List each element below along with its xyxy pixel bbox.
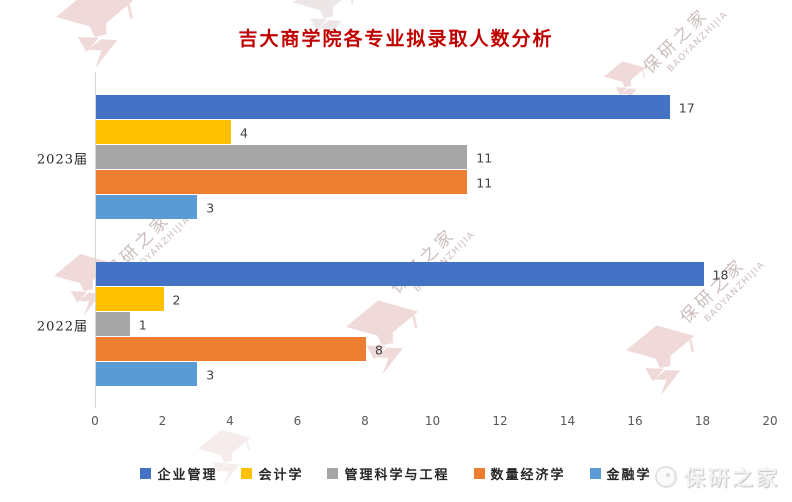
legend-label: 管理科学与工程	[344, 468, 450, 483]
bar	[96, 195, 198, 219]
bar	[96, 95, 670, 119]
data-label: 3	[206, 367, 215, 382]
data-label: 11	[476, 175, 493, 190]
x-tick-label: 8	[361, 414, 369, 428]
bar	[96, 145, 468, 169]
category-label: 2022届	[36, 319, 88, 334]
legend-swatch	[473, 468, 485, 479]
legend-item: 企业管理	[140, 464, 217, 483]
legend-swatch	[589, 468, 601, 479]
plot-area: 17 4 11 11 3 18 2 1 8 3	[95, 72, 770, 408]
legend-item: 金融学	[589, 464, 652, 483]
legend-label: 金融学	[606, 468, 652, 483]
legend: 企业管理 会计学 管理科学与工程 数量经济学 金融学	[0, 464, 792, 483]
data-label: 17	[678, 100, 695, 115]
data-label: 18	[712, 267, 729, 282]
bar	[96, 362, 198, 386]
y-axis-line	[95, 72, 96, 408]
brand-text: 保研之家	[684, 465, 780, 490]
bar	[96, 287, 164, 311]
x-tick-label: 4	[226, 414, 234, 428]
data-label: 3	[206, 200, 215, 215]
legend-item: 管理科学与工程	[327, 464, 449, 483]
data-label: 1	[138, 317, 147, 332]
x-tick-label: 12	[492, 414, 508, 428]
x-tick-label: 0	[91, 414, 99, 428]
legend-item: 会计学	[241, 464, 303, 483]
x-tick-label: 6	[293, 414, 302, 428]
data-label: 2	[172, 292, 181, 307]
data-label: 8	[375, 342, 383, 357]
x-tick-label: 2	[158, 414, 167, 428]
legend-swatch	[241, 468, 253, 479]
x-tick-label: 18	[694, 414, 711, 428]
legend-label: 数量经济学	[490, 468, 566, 483]
brand-bird-icon	[655, 466, 677, 488]
data-label: 4	[240, 125, 248, 140]
legend-label: 企业管理	[157, 468, 218, 483]
legend-item: 数量经济学	[473, 464, 566, 483]
data-label: 11	[476, 150, 493, 165]
x-tick-label: 10	[424, 414, 441, 428]
legend-swatch	[327, 468, 339, 479]
brand-logo: 保研之家	[655, 462, 780, 492]
x-tick-label: 20	[762, 414, 778, 428]
x-tick-label: 14	[559, 414, 576, 428]
bar	[96, 312, 130, 336]
bar	[96, 120, 231, 144]
bar	[96, 262, 704, 286]
chart-title: 吉大商学院各专业拟录取人数分析	[238, 28, 554, 50]
x-tick-label: 16	[627, 414, 643, 428]
bar	[96, 337, 366, 361]
bar	[96, 170, 468, 194]
legend-label: 会计学	[258, 468, 304, 483]
legend-swatch	[140, 468, 152, 479]
category-label: 2023届	[36, 152, 88, 167]
